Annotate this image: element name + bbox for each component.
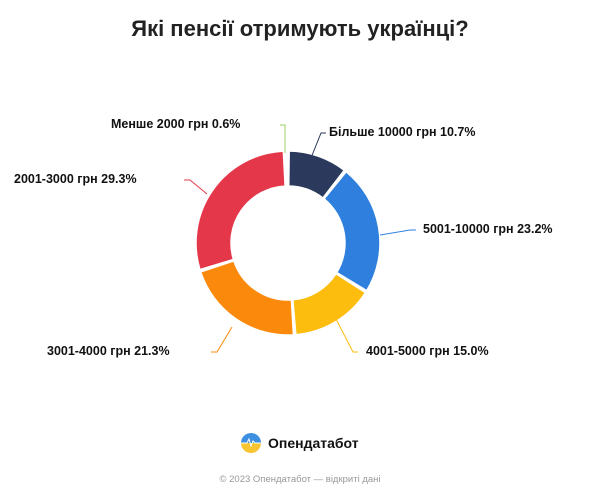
leader-line-2001-3000 [184, 179, 208, 195]
brand-name: Опендатабот [268, 435, 359, 451]
slice-2 [292, 273, 367, 336]
slice-5 [284, 150, 289, 187]
chart-title: Які пенсії отримують українці? [131, 16, 469, 41]
slice-3 [199, 260, 295, 336]
footer-copyright: © 2023 Опендатабот — відкриті дані [219, 474, 381, 485]
leader-line-less-2000 [280, 124, 286, 153]
label-2001-3000: 2001-3000 грн 29.3% [14, 172, 137, 186]
label-less-2000: Менше 2000 грн 0.6% [111, 117, 241, 131]
label-4001-5000: 4001-5000 грн 15.0% [366, 344, 489, 358]
label-3001-4000: 3001-4000 грн 21.3% [47, 344, 170, 358]
opendatabot-logo-icon [241, 433, 261, 453]
leader-line-4001-5000 [334, 316, 358, 353]
slice-0 [287, 150, 346, 199]
label-more-10000: Більше 10000 грн 10.7% [329, 125, 476, 139]
donut-slices [195, 150, 381, 336]
leader-line-3001-4000 [211, 326, 233, 353]
slice-4 [195, 150, 286, 271]
leader-line-5001-10000 [379, 229, 416, 236]
label-5001-10000: 5001-10000 грн 23.2% [423, 222, 553, 236]
leader-line-more-10000 [308, 132, 326, 164]
brand-logo: Опендатабот [240, 432, 359, 454]
slice-1 [323, 170, 381, 292]
